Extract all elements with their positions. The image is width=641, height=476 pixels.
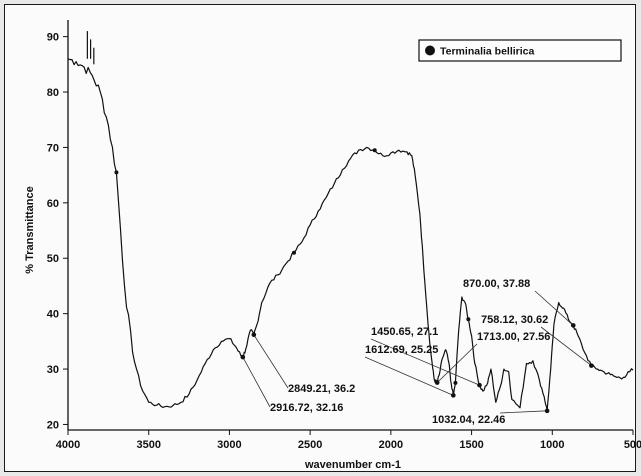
annotations-layer: 2849.21, 36.2 2916.72, 32.16 1450.65, 27.1…: [240, 278, 594, 426]
annotation-point: [251, 332, 257, 338]
ticks: 4000 3500 3000 2500 2000 1500 1000 500 20 30 40 50 6…: [47, 32, 641, 451]
series-point: [114, 170, 119, 175]
x-tick-label: 500: [624, 439, 641, 451]
annotation-label: 1450.65, 27.1: [371, 326, 438, 338]
annotation-leader: [436, 343, 478, 383]
annotation-leader: [242, 356, 271, 408]
annotation-point: [544, 408, 550, 414]
annotation-point: [240, 354, 246, 360]
annotation-leader: [534, 290, 574, 326]
legend-label: Terminalia bellirica: [440, 46, 535, 58]
axes: [67, 20, 633, 431]
legend-marker: [425, 45, 435, 56]
x-tick-label: 1500: [459, 439, 483, 451]
annotation-leader: [540, 326, 592, 366]
series-point: [372, 148, 377, 153]
y-tick-label: 60: [47, 198, 59, 210]
annotation-leader: [253, 334, 289, 389]
annotation-label: 1032.04, 22.46: [432, 414, 505, 426]
y-tick-label: 70: [47, 142, 59, 154]
series-line: [67, 58, 634, 412]
x-tick-label: 1000: [540, 439, 564, 451]
annotation-leader: [364, 356, 454, 396]
annotation-label: 870.00, 37.88: [463, 278, 530, 290]
legend-box: [418, 39, 622, 62]
legend: Terminalia bellirica: [418, 39, 622, 62]
annotation-leader: [370, 338, 480, 386]
y-tick-label: 30: [47, 364, 59, 376]
annotation-point: [451, 393, 456, 398]
chart-frame: [4, 4, 636, 472]
annotation-point: [589, 363, 594, 368]
annotation-label: 2849.21, 36.2: [288, 383, 355, 395]
series-point: [453, 380, 458, 385]
y-tick-label: 80: [47, 87, 59, 99]
series-point: [466, 317, 471, 322]
y-tick-label: 90: [47, 32, 59, 44]
annotation-label: 1612.69, 25.25: [365, 344, 438, 356]
series-point: [292, 250, 296, 255]
y-tick-label: 40: [47, 309, 59, 321]
y-axis-title: % Transmittance: [24, 186, 36, 273]
x-tick-label: 4000: [56, 439, 80, 451]
annotation-point: [434, 380, 440, 385]
x-axis-title: wavenumber cm-1: [304, 459, 401, 471]
annotation-label: 2916.72, 32.16: [270, 402, 343, 414]
x-tick-label: 2500: [298, 439, 322, 451]
y-tick-label: 20: [47, 419, 59, 431]
y-tick-label: 50: [47, 253, 59, 265]
annotation-point: [477, 382, 482, 388]
x-tick-label: 3500: [136, 439, 160, 451]
annotation-point: [570, 323, 576, 328]
annotation-label: 1713.00, 27.56: [477, 331, 550, 343]
x-tick-label: 2000: [379, 439, 403, 451]
series-layer: [67, 31, 634, 412]
annotation-leader: [499, 410, 548, 414]
annotation-label: 758.12, 30.62: [481, 314, 548, 326]
x-tick-label: 3000: [217, 439, 241, 451]
